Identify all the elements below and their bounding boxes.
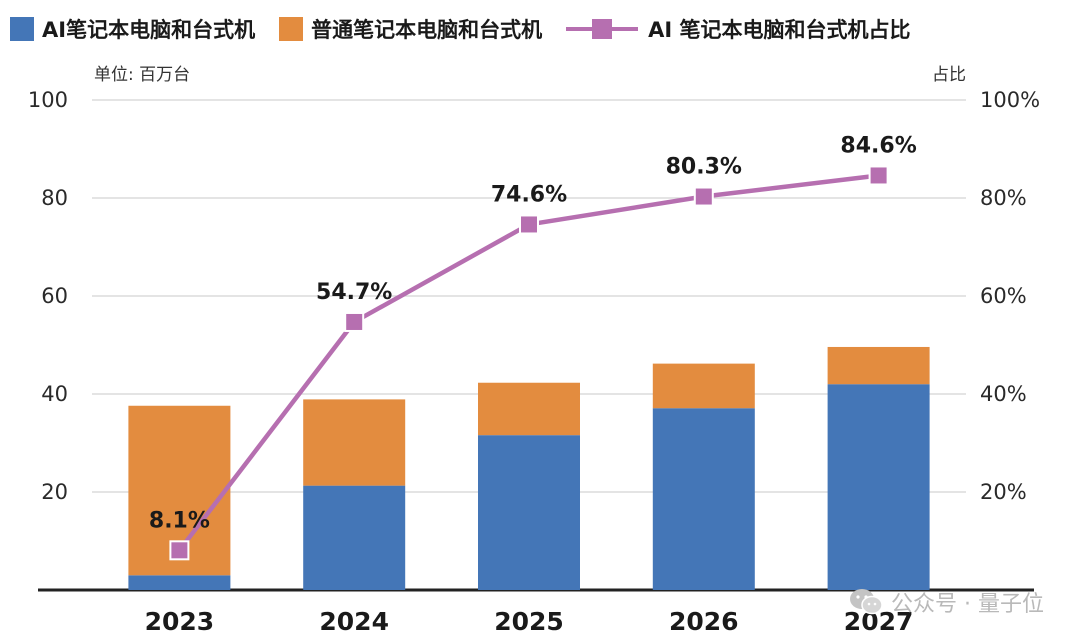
share-label-2025: 74.6% <box>491 182 567 207</box>
y2-axis-title: 占比 <box>932 65 966 85</box>
share-marker-2026 <box>693 186 714 207</box>
y-tick-label: 60 <box>41 284 68 308</box>
legend-label-ai: AI笔记本电脑和台式机 <box>42 18 256 42</box>
y2-tick-label: 100% <box>980 88 1040 112</box>
x-tick-label-2024: 2024 <box>319 607 389 636</box>
share-label-2024: 54.7% <box>316 280 392 305</box>
legend-swatch-normal <box>279 17 304 41</box>
legend: AI笔记本电脑和台式机 普通笔记本电脑和台式机 AI 笔记本电脑和台式机占比 <box>10 14 934 44</box>
y2-tick-label: 40% <box>980 382 1027 406</box>
wechat-icon <box>850 589 883 615</box>
y-tick-label: 100 <box>28 88 68 112</box>
legend-label-normal: 普通笔记本电脑和台式机 <box>311 18 543 42</box>
x-tick-label-2025: 2025 <box>494 607 564 636</box>
y2-tick-label: 60% <box>980 284 1027 308</box>
y2-tick-label: 20% <box>980 480 1027 504</box>
line-layer <box>169 165 889 561</box>
bar-layer <box>128 346 930 590</box>
legend-item-ai: AI笔记本电脑和台式机 <box>10 14 255 44</box>
legend-label-share: AI 笔记本电脑和台式机占比 <box>648 18 911 42</box>
y-tick-label: 20 <box>41 480 68 504</box>
text-layer: 20 20% 40 40% 60 60% 80 80% 100 100% 单位: 百万台 占比 2023… <box>28 65 1040 636</box>
legend-item-normal: 普通笔记本电脑和台式机 <box>279 14 542 44</box>
legend-item-share: AI 笔记本电脑和台式机占比 <box>566 14 910 44</box>
legend-swatch-share <box>566 17 639 41</box>
bar-ai-2025 <box>478 435 580 590</box>
bar-normal-2025 <box>478 382 580 436</box>
share-marker-2025 <box>519 214 539 235</box>
bar-ai-2026 <box>652 408 755 590</box>
share-label-2023: 8.1% <box>149 508 210 533</box>
bar-ai-2027 <box>827 384 930 590</box>
share-label-2026: 80.3% <box>666 155 742 180</box>
share-marker-2024 <box>344 311 365 332</box>
bar-ai-2023 <box>128 575 231 590</box>
x-tick-label-2026: 2026 <box>669 607 739 636</box>
bar-ai-2024 <box>303 485 406 590</box>
y-tick-label: 80 <box>41 186 68 210</box>
y2-tick-label: 80% <box>980 186 1027 210</box>
legend-swatch-ai <box>10 17 34 41</box>
bar-normal-2026 <box>652 363 755 409</box>
bar-normal-2027 <box>827 346 930 385</box>
y-axis-title: 单位: 百万台 <box>94 65 190 85</box>
share-marker-2027 <box>868 165 889 186</box>
share-marker-2023 <box>169 540 190 561</box>
share-label-2027: 84.6% <box>840 133 916 158</box>
x-tick-label-2023: 2023 <box>145 607 215 636</box>
bar-normal-2024 <box>303 399 406 486</box>
watermark: 公众号 · 量子位 <box>849 586 1044 618</box>
watermark-text: 公众号 · 量子位 <box>891 592 1044 617</box>
y-tick-label: 40 <box>41 382 68 406</box>
